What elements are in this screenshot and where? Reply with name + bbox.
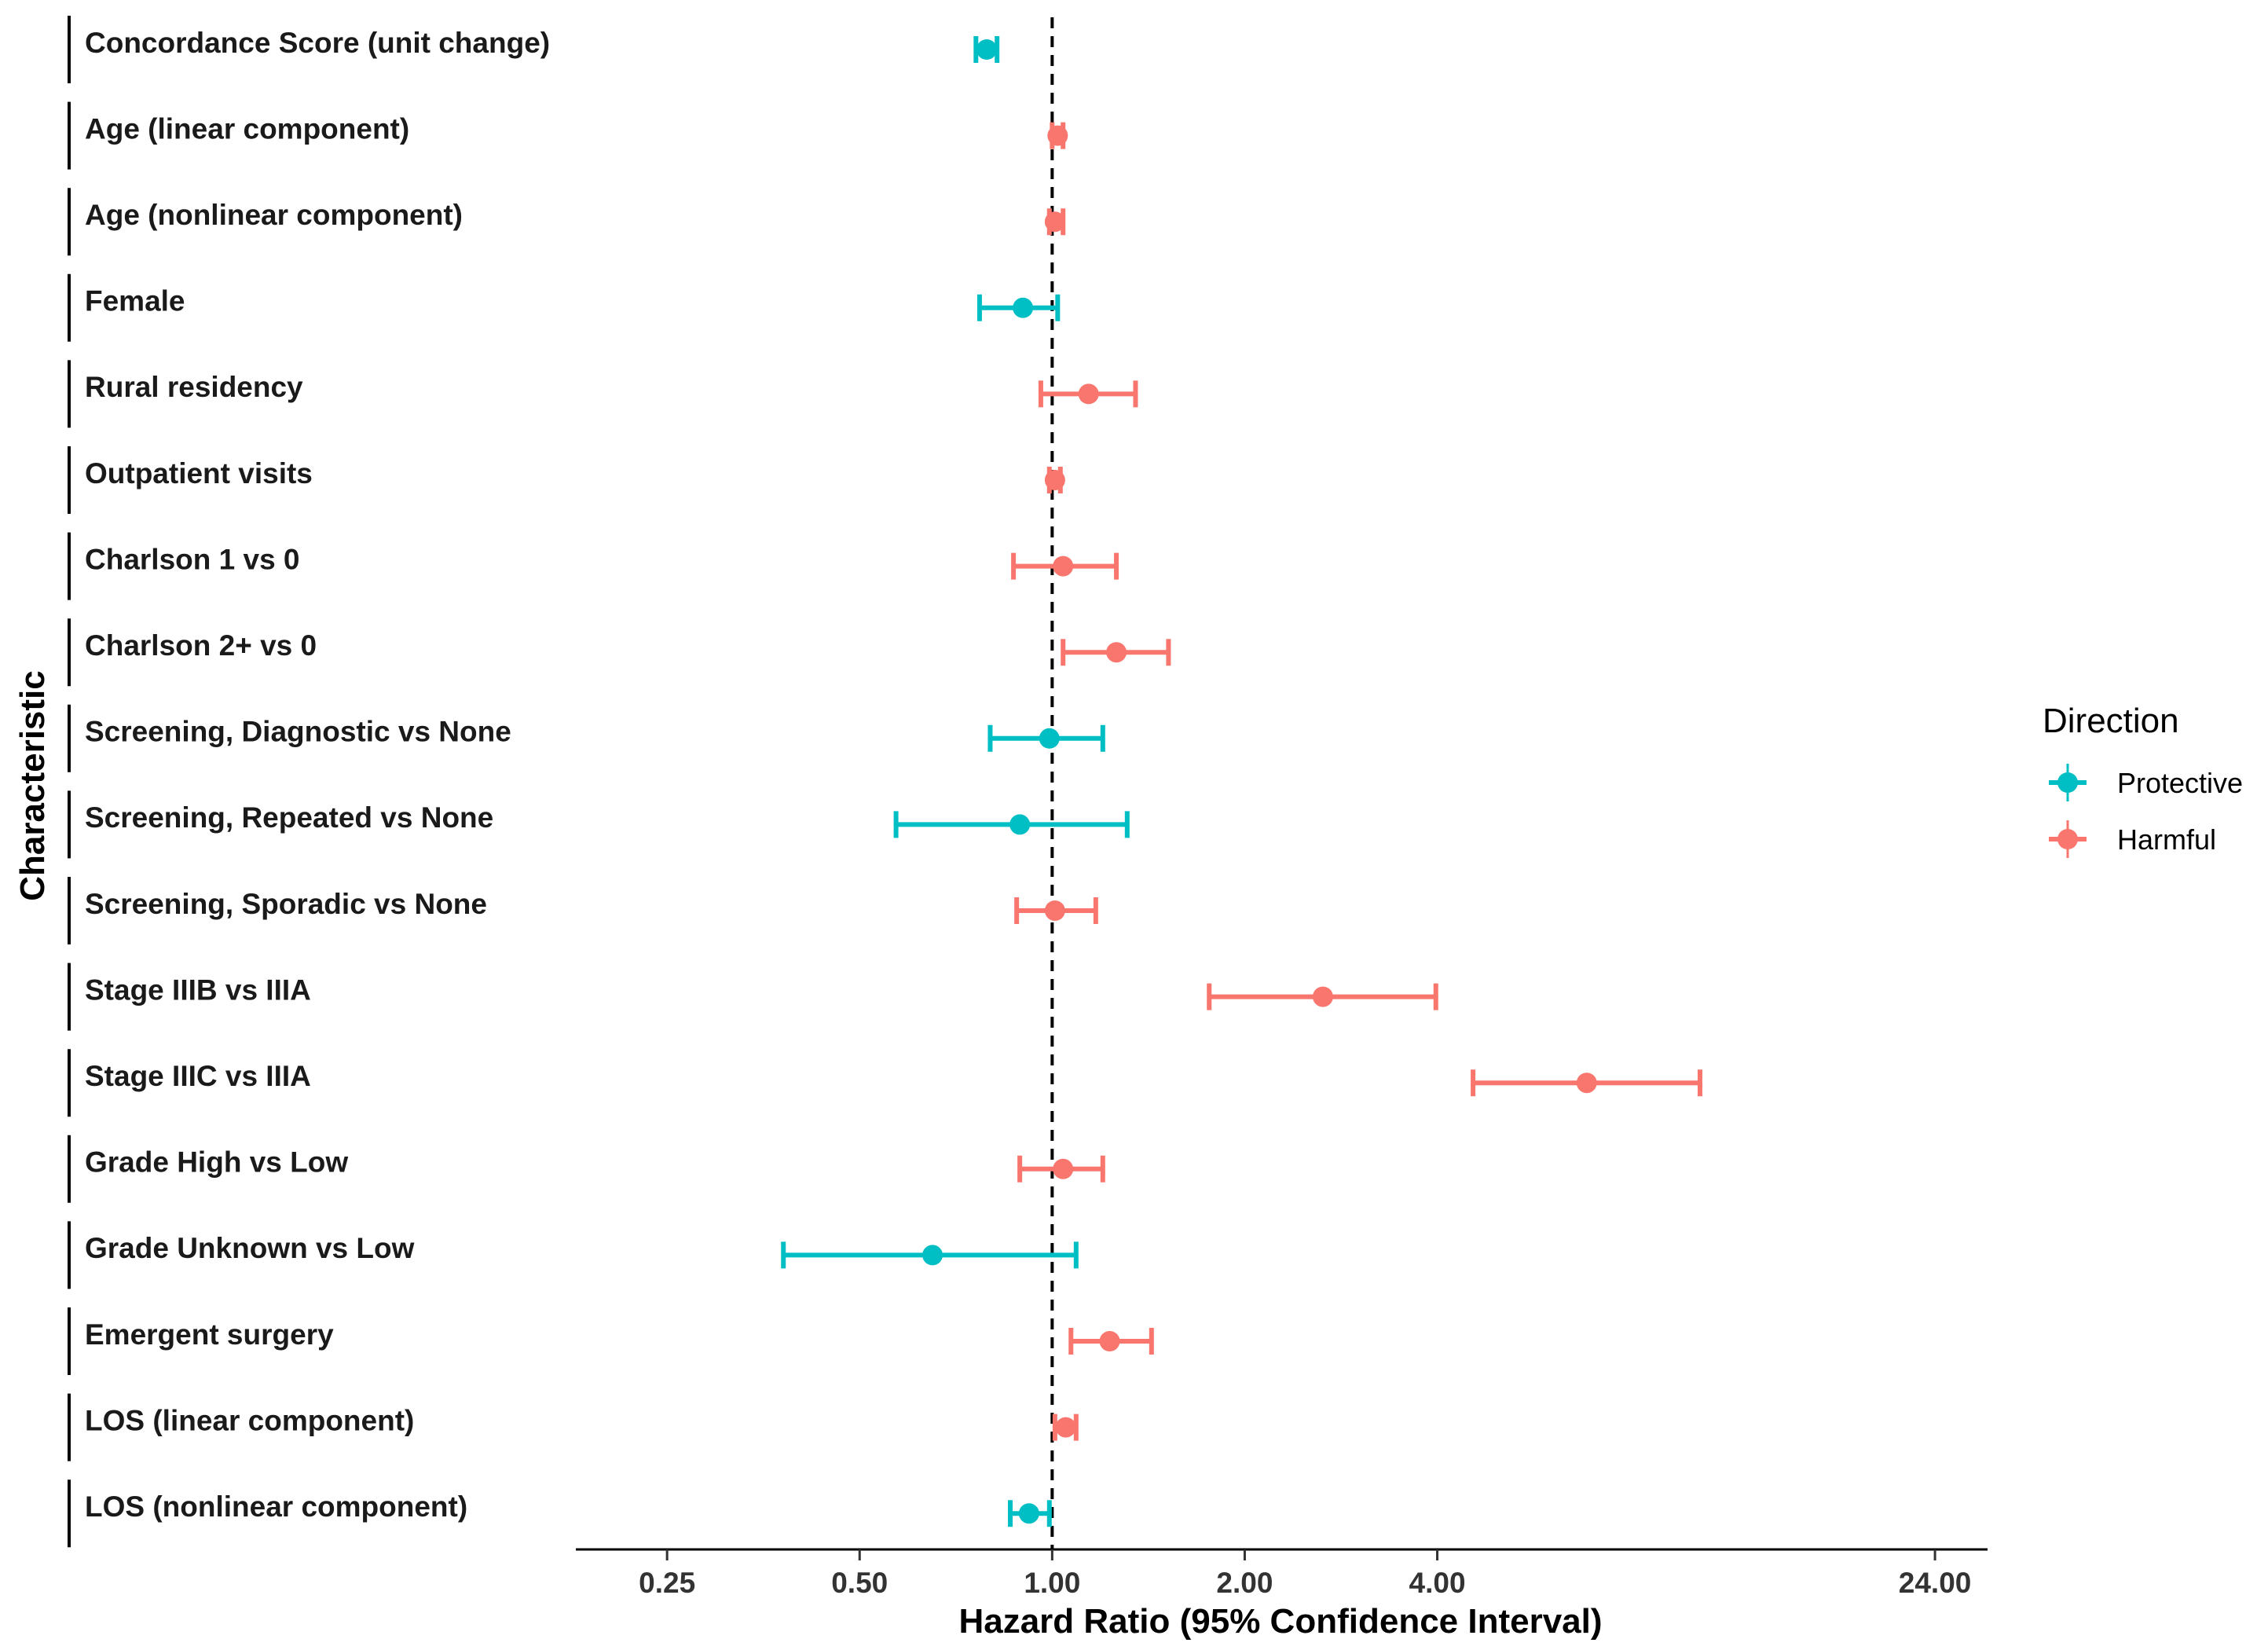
hr-point <box>1044 211 1065 233</box>
x-tick-label: 4.00 <box>1409 1567 1466 1599</box>
x-tick-label: 24.00 <box>1899 1567 1972 1599</box>
hr-point <box>976 39 997 60</box>
rows-layer: Concordance Score (unit change) Age (line… <box>68 16 550 1548</box>
x-ticks: 0.25 0.50 1.00 2.00 4.00 24.00 <box>639 1549 1971 1599</box>
hr-point <box>1039 728 1060 749</box>
hr-point <box>1078 383 1099 405</box>
hr-point <box>922 1245 943 1266</box>
row-label: Age (nonlinear component) <box>85 199 463 231</box>
legend-entries: Protective Harmful <box>2049 764 2243 858</box>
row-label: Stage IIIB vs IIIA <box>85 974 311 1006</box>
row-label: Grade High vs Low <box>85 1146 348 1179</box>
x-tick-label: 2.00 <box>1216 1567 1273 1599</box>
hr-point <box>1044 900 1065 921</box>
row-label: Screening, Diagnostic vs None <box>85 716 511 748</box>
row-label: Stage IIIC vs IIIA <box>85 1060 311 1092</box>
legend-label: Protective <box>2117 767 2243 799</box>
legend-label: Harmful <box>2117 823 2216 856</box>
row-label: Grade Unknown vs Low <box>85 1232 415 1264</box>
hr-point <box>1009 814 1031 835</box>
legend-key-point <box>2057 829 2078 849</box>
row-label: Rural residency <box>85 371 303 403</box>
hr-point <box>1106 642 1127 663</box>
row-label: Female <box>85 285 185 317</box>
row-label: Screening, Sporadic vs None <box>85 888 487 920</box>
row-label: Charlson 2+ vs 0 <box>85 629 317 662</box>
row-label: Charlson 1 vs 0 <box>85 543 300 575</box>
x-tick-label: 1.00 <box>1024 1567 1080 1599</box>
row-label: LOS (nonlinear component) <box>85 1490 467 1523</box>
hr-point <box>1018 1503 1039 1524</box>
x-axis-title: Hazard Ratio (95% Confidence Interval) <box>958 1602 1602 1641</box>
hr-point <box>1044 470 1065 490</box>
x-tick-label: 0.25 <box>639 1567 695 1599</box>
hr-point <box>1099 1331 1120 1351</box>
marks-layer <box>781 36 1702 1527</box>
legend-title: Direction <box>2043 702 2179 740</box>
row-label: Concordance Score (unit change) <box>85 27 550 59</box>
y-axis-title: Characteristic <box>13 670 52 900</box>
hr-point <box>1055 1417 1076 1438</box>
legend: Direction Protective Harmful <box>2043 702 2243 858</box>
row-label: Screening, Repeated vs None <box>85 801 493 834</box>
hr-point <box>1047 125 1068 146</box>
hr-point <box>1053 556 1074 577</box>
hr-point <box>1312 986 1333 1007</box>
row-label: LOS (linear component) <box>85 1404 414 1436</box>
row-label: Emergent surgery <box>85 1318 334 1351</box>
x-tick-label: 0.50 <box>831 1567 888 1599</box>
legend-key-point <box>2057 772 2078 793</box>
hr-point <box>1053 1158 1074 1179</box>
row-label: Age (linear component) <box>85 112 409 145</box>
row-label: Outpatient visits <box>85 457 313 490</box>
hr-point <box>1013 297 1034 318</box>
hr-point <box>1576 1072 1597 1094</box>
